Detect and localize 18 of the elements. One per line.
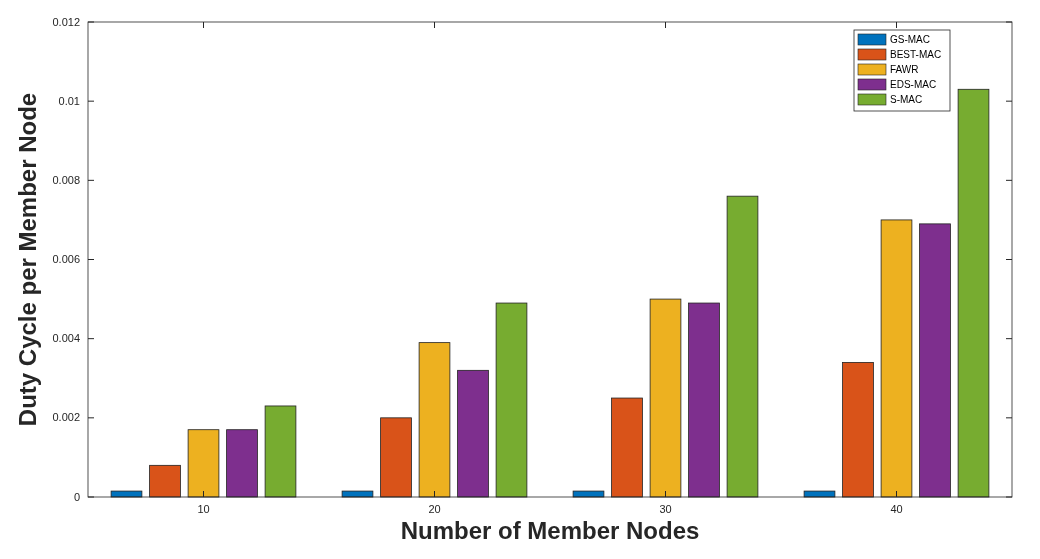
y-tick-label: 0.004 <box>52 332 80 345</box>
x-axis-title: Number of Member Nodes <box>400 517 700 544</box>
legend-label: GS-MAC <box>890 34 930 45</box>
y-axis-title: Duty Cycle per Member Node <box>14 92 41 427</box>
y-tick-label: 0.01 <box>58 94 80 107</box>
legend-label: EDS-MAC <box>890 79 937 90</box>
legend-label: FAWR <box>890 64 919 75</box>
y-tick-label: 0.006 <box>52 253 80 266</box>
legend-label: BEST-MAC <box>890 49 942 60</box>
y-tick-label: 0.012 <box>52 15 80 28</box>
x-tick-label: 10 <box>197 503 210 515</box>
y-tick-label: 0.008 <box>52 173 80 186</box>
x-tick-label: 20 <box>428 503 441 515</box>
legend-label: S-MAC <box>890 94 923 105</box>
x-tick-label: 30 <box>659 503 672 515</box>
y-tick-label: 0 <box>73 490 80 503</box>
x-tick-label: 40 <box>890 503 903 515</box>
y-tick-label: 0.002 <box>52 411 80 424</box>
